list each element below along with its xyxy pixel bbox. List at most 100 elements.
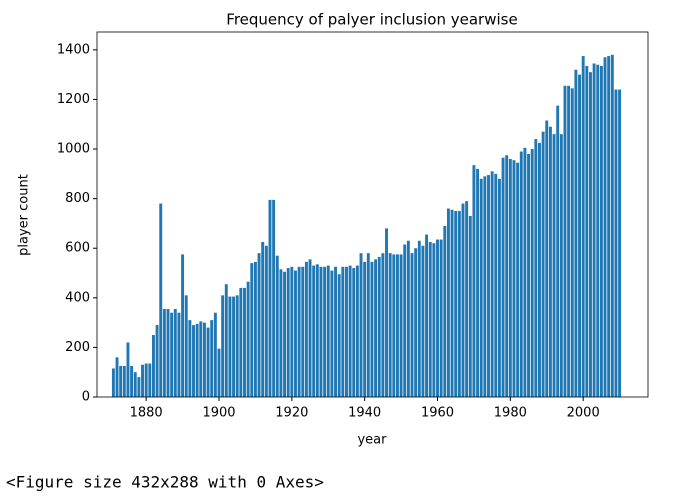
bar <box>111 368 115 397</box>
bar <box>272 199 276 397</box>
bar <box>395 254 399 397</box>
bar <box>341 266 345 397</box>
x-tick-label: 1900 <box>202 406 235 421</box>
y-tick-label: 400 <box>65 290 90 305</box>
bar <box>326 265 330 397</box>
bar <box>377 256 381 397</box>
bar <box>599 65 603 397</box>
y-tick-label: 200 <box>65 340 90 355</box>
bar <box>221 295 225 397</box>
bar <box>330 270 334 397</box>
bar <box>374 259 378 397</box>
bar <box>552 134 556 397</box>
bar <box>352 268 356 397</box>
x-tick-label: 1980 <box>494 406 527 421</box>
bar <box>177 312 181 397</box>
bar <box>487 175 490 397</box>
bar <box>144 363 148 397</box>
bar <box>505 155 509 397</box>
bar <box>217 348 221 397</box>
bar <box>257 253 261 397</box>
bar <box>224 284 228 397</box>
bar <box>548 126 552 397</box>
bar <box>181 254 185 397</box>
chart-title: Frequency of palyer inclusion yearwise <box>226 11 517 29</box>
bar <box>508 158 512 397</box>
bar <box>115 357 119 397</box>
bar <box>388 253 392 397</box>
bar <box>465 201 469 397</box>
x-tick-label: 1940 <box>348 406 381 421</box>
bar <box>286 268 290 397</box>
bar <box>370 261 374 397</box>
bar <box>541 131 545 397</box>
bar <box>490 171 494 397</box>
x-axis-label: year <box>357 433 387 448</box>
bar <box>301 266 305 397</box>
output-text: <Figure size 432x288 with 0 Axes> <box>6 473 324 492</box>
bar <box>403 244 407 397</box>
bar <box>261 242 265 397</box>
bar <box>137 377 141 397</box>
bar <box>253 261 257 397</box>
bar <box>392 254 396 397</box>
bar <box>268 199 272 397</box>
bar <box>283 271 287 397</box>
bar <box>275 255 279 397</box>
bar <box>210 320 214 397</box>
bar <box>421 245 425 397</box>
bar <box>512 160 516 397</box>
bar <box>385 228 388 397</box>
bar <box>530 149 534 397</box>
bar <box>359 253 363 397</box>
x-tick-label: 1920 <box>275 406 308 421</box>
bar <box>148 363 152 397</box>
bar <box>494 173 498 397</box>
bar <box>297 266 301 397</box>
bar <box>315 264 319 397</box>
bar <box>399 254 403 397</box>
bar <box>468 215 472 397</box>
bar <box>581 56 585 398</box>
bar <box>585 65 589 397</box>
bar <box>610 54 614 397</box>
bar <box>476 168 480 397</box>
bar <box>250 263 254 397</box>
bar <box>559 134 563 397</box>
bar <box>363 261 367 397</box>
bar <box>173 308 177 397</box>
bar <box>141 364 144 397</box>
bar <box>319 266 323 397</box>
bar <box>457 211 461 397</box>
bar <box>213 312 217 397</box>
bar <box>406 240 410 397</box>
bar <box>439 239 443 397</box>
bar <box>472 165 476 397</box>
bar <box>192 325 195 397</box>
bar <box>119 366 123 397</box>
bar <box>454 211 458 397</box>
bar <box>166 308 170 397</box>
bar <box>264 245 268 397</box>
bar <box>417 240 421 397</box>
bar <box>614 89 618 398</box>
bar <box>122 366 126 397</box>
bar <box>589 72 592 398</box>
bar <box>355 265 359 397</box>
bar <box>570 88 574 398</box>
bar <box>603 57 607 398</box>
bar <box>592 63 596 397</box>
bar <box>348 265 352 397</box>
bar <box>184 295 188 397</box>
y-tick-label: 1000 <box>57 142 90 157</box>
bar <box>538 142 541 397</box>
bar <box>461 203 465 397</box>
bar <box>450 209 454 397</box>
y-axis-label: player count <box>17 174 32 256</box>
y-tick-label: 600 <box>65 241 90 256</box>
bar <box>381 253 385 397</box>
x-tick-label: 2000 <box>567 406 600 421</box>
bar <box>294 270 297 397</box>
bar <box>479 178 483 397</box>
bar <box>556 105 560 397</box>
